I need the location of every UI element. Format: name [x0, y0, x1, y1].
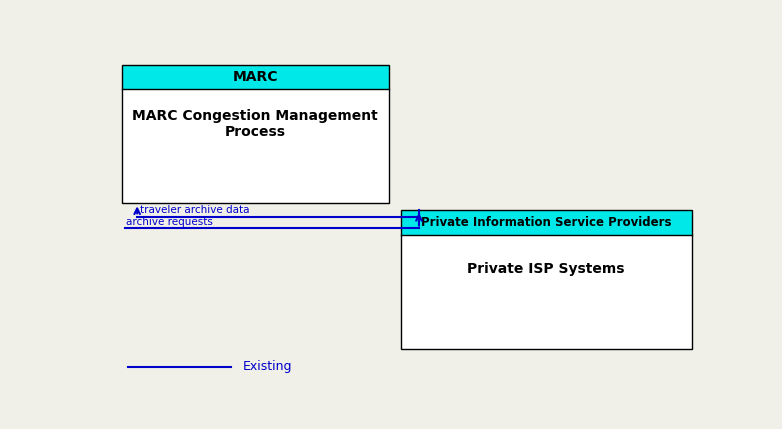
Text: Private Information Service Providers: Private Information Service Providers [421, 216, 672, 229]
Text: Private ISP Systems: Private ISP Systems [468, 262, 625, 276]
Bar [401, 210, 692, 349]
Text: traveler archive data: traveler archive data [140, 205, 249, 215]
Text: MARC Congestion Management
Process: MARC Congestion Management Process [132, 109, 378, 139]
Bar [122, 65, 389, 203]
Bar [122, 65, 389, 90]
Text: Existing: Existing [243, 360, 292, 374]
Bar [122, 90, 389, 203]
Bar [401, 235, 692, 349]
Bar [401, 210, 692, 235]
Text: MARC: MARC [232, 70, 278, 84]
Text: archive requests: archive requests [126, 217, 213, 227]
